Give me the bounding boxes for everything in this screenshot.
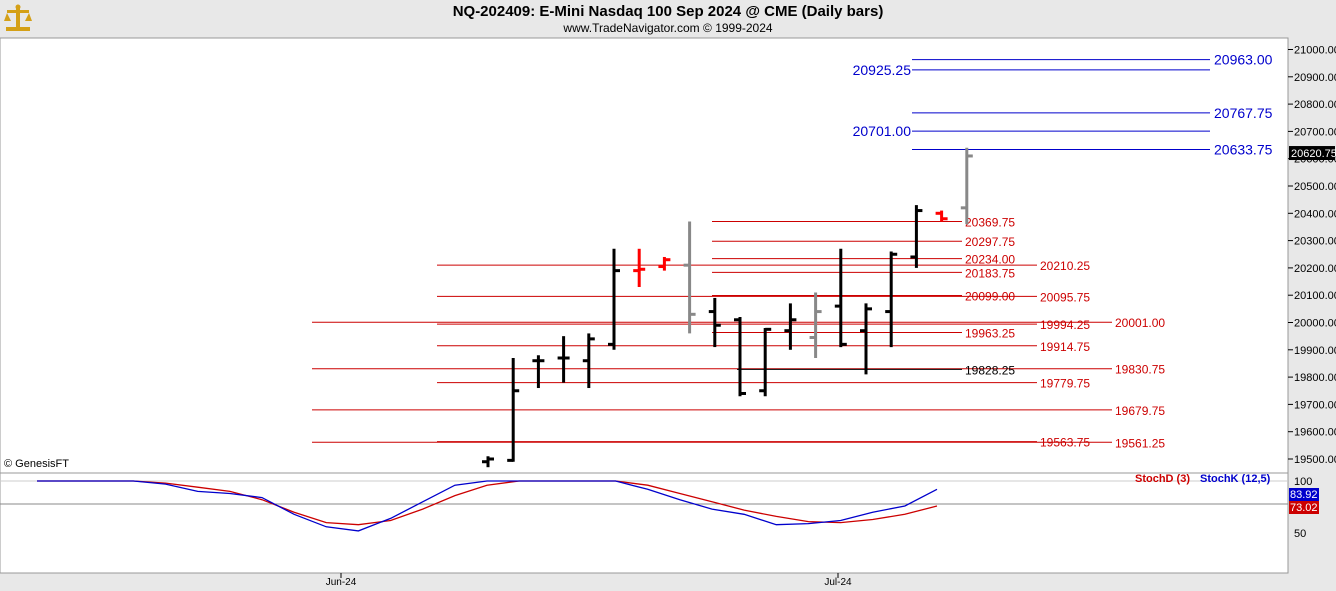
ohlc-bar — [482, 456, 494, 468]
chart-title: NQ-202409: E-Mini Nasdaq 100 Sep 2024 @ … — [452, 3, 884, 20]
y-tick-label: 20200.00 — [1294, 263, 1336, 275]
y-tick-label: 19800.00 — [1294, 372, 1336, 384]
ohlc-bar — [960, 147, 973, 225]
level-label: 20183.75 — [965, 266, 1015, 280]
stochk-value-box — [1289, 488, 1319, 501]
ohlc-bar — [608, 248, 620, 350]
ohlc-bar — [784, 303, 797, 350]
level-label: 19963.25 — [965, 327, 1015, 341]
stochk-legend: StochK (12,5) — [1200, 473, 1271, 485]
last-price-box — [1289, 146, 1335, 161]
y-tick-label: 20800.00 — [1294, 99, 1336, 111]
level-label: 19779.75 — [1040, 377, 1090, 391]
ohlc-bar — [910, 205, 923, 268]
level-label: 20001.00 — [1115, 316, 1165, 330]
y-tick-label: 20500.00 — [1294, 181, 1336, 193]
y-tick-label: 20400.00 — [1294, 208, 1336, 220]
level-label: 19828.25 — [965, 363, 1015, 377]
scales-logo-icon — [3, 3, 33, 38]
level-label: 20095.75 — [1040, 290, 1090, 304]
level-label: 19994.25 — [1040, 318, 1090, 332]
ohlc-bar — [633, 248, 646, 288]
level-label: 19561.25 — [1115, 436, 1165, 450]
stochd-value: 73.02 — [1290, 502, 1318, 514]
ohlc-bar — [734, 317, 746, 397]
level-label: 20234.00 — [965, 253, 1015, 267]
y-tick-label: 20000.00 — [1294, 318, 1336, 330]
ohlc-bar — [507, 357, 520, 462]
level-label: 19679.75 — [1115, 404, 1165, 418]
last-price-label: 20620.75 — [1291, 148, 1336, 160]
y-tick-label: 19600.00 — [1294, 427, 1336, 439]
y-tick-label: 19500.00 — [1294, 454, 1336, 466]
ind-y-tick-label: 100 — [1294, 476, 1312, 488]
y-tick-label: 20300.00 — [1294, 236, 1336, 248]
level-label: 20701.00 — [853, 123, 912, 139]
ohlc-bar — [885, 251, 898, 348]
ohlc-bar — [658, 256, 671, 271]
level-label: 20767.75 — [1214, 105, 1273, 121]
copyright-label: © GenesisFT — [4, 458, 69, 470]
y-tick-label: 19900.00 — [1294, 345, 1336, 357]
ohlc-bar — [759, 327, 772, 397]
level-label: 19830.75 — [1115, 363, 1165, 377]
chart-subtitle: www.TradeNavigator.com © 1999-2024 — [563, 21, 773, 35]
level-label: 20633.75 — [1214, 141, 1273, 157]
level-label: 19914.75 — [1040, 340, 1090, 354]
y-tick-label: 20100.00 — [1294, 290, 1336, 302]
ohlc-bar — [582, 333, 595, 389]
stochd-legend: StochD (3) — [1135, 473, 1190, 485]
ohlc-bar — [532, 355, 545, 389]
stochk-line — [37, 480, 938, 532]
y-tick-label: 19700.00 — [1294, 399, 1336, 411]
level-label: 20925.25 — [853, 62, 912, 78]
ohlc-bar — [834, 248, 847, 348]
x-tick-label: Jul-24 — [824, 577, 852, 588]
ohlc-bar — [809, 292, 822, 358]
y-tick-label: 21000.00 — [1294, 45, 1336, 57]
level-label: 20369.75 — [965, 216, 1015, 230]
stochd-line — [37, 480, 938, 526]
level-label: 20963.00 — [1214, 52, 1273, 68]
ohlc-bar — [557, 336, 570, 383]
stochd-value-box — [1289, 501, 1319, 514]
ind-y-tick-label: 50 — [1294, 528, 1306, 540]
level-label: 20297.75 — [965, 235, 1015, 249]
ohlc-bar — [935, 210, 948, 222]
level-label: 20210.25 — [1040, 259, 1090, 273]
chart-header: NQ-202409: E-Mini Nasdaq 100 Sep 2024 @ … — [0, 0, 1336, 38]
ohlc-bar — [860, 303, 872, 375]
stochk-value: 83.92 — [1290, 489, 1318, 501]
x-tick-label: Jun-24 — [326, 577, 357, 588]
ohlc-bar — [708, 297, 721, 348]
ohlc-bar — [683, 221, 696, 334]
y-tick-label: 20900.00 — [1294, 72, 1336, 84]
y-tick-label: 20700.00 — [1294, 126, 1336, 138]
